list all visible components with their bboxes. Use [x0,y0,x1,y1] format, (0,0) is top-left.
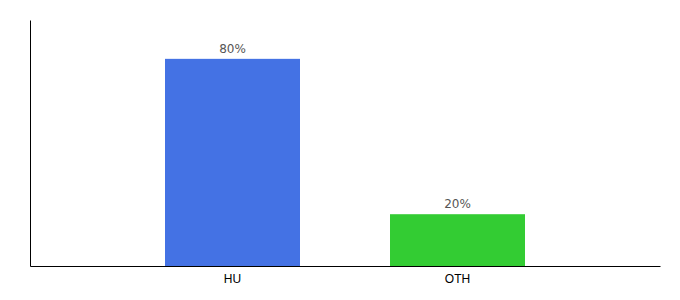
data-label: 80% [219,42,246,56]
bar [390,214,525,266]
data-label: 20% [444,197,471,211]
x-tick-label: OTH [445,272,470,286]
data-labels: 80% 20% [219,42,471,211]
y-axis [30,21,31,267]
x-axis-line [31,266,661,267]
chart: HU OTH 80% 20% [0,0,680,300]
x-tick: HU [224,272,241,286]
bars [165,59,525,266]
plot: HU OTH 80% 20% [31,21,661,286]
bar [165,59,300,266]
x-tick-label: HU [224,272,241,286]
x-axis: HU OTH [31,267,661,286]
y-axis-line [30,21,31,267]
x-tick: OTH [445,272,470,286]
